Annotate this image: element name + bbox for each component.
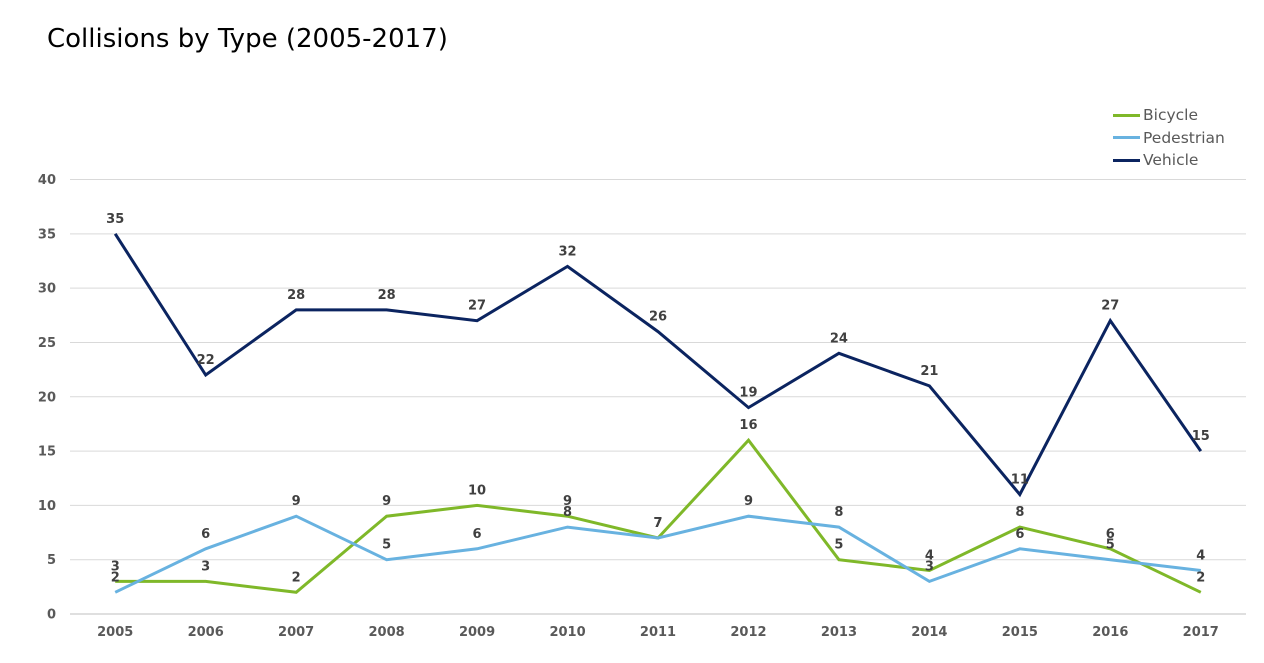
series-line-vehicle xyxy=(113,232,1203,498)
data-label-bicycle: 3 xyxy=(201,559,210,574)
legend-label: Bicycle xyxy=(1143,106,1198,125)
data-label-bicycle: 4 xyxy=(925,549,934,564)
data-label-bicycle: 16 xyxy=(739,418,757,433)
data-label-pedestrian: 9 xyxy=(292,494,301,509)
data-label-bicycle: 6 xyxy=(1106,527,1115,542)
data-label-vehicle: 24 xyxy=(830,331,848,346)
x-tick-label: 2013 xyxy=(821,625,857,640)
legend: Bicycle Pedestrian Vehicle xyxy=(1113,104,1225,172)
chart-title: Collisions by Type (2005-2017) xyxy=(47,24,448,54)
legend-label: Pedestrian xyxy=(1143,128,1225,147)
data-label-pedestrian: 6 xyxy=(201,527,210,542)
x-tick-label: 2009 xyxy=(459,625,495,640)
data-label-bicycle: 5 xyxy=(834,538,843,553)
data-label-pedestrian: 6 xyxy=(1015,527,1024,542)
y-axis: 0 5 10 15 20 25 30 35 40 xyxy=(38,173,56,623)
y-tick-label: 10 xyxy=(38,499,56,514)
data-label-vehicle: 19 xyxy=(739,386,757,401)
legend-item-vehicle: Vehicle xyxy=(1113,149,1225,172)
x-tick-label: 2017 xyxy=(1183,625,1219,640)
data-label-vehicle: 32 xyxy=(558,244,576,259)
series-line-pedestrian xyxy=(114,514,1201,594)
y-tick-label: 35 xyxy=(38,227,56,242)
data-label-pedestrian: 2 xyxy=(111,570,120,585)
legend-swatch xyxy=(1113,113,1140,117)
data-label-bicycle: 10 xyxy=(468,483,486,498)
data-label-pedestrian: 7 xyxy=(653,516,662,531)
legend-swatch xyxy=(1113,158,1140,162)
data-label-pedestrian: 5 xyxy=(1106,538,1115,553)
x-axis: 2005 2006 2007 2008 2009 2010 2011 2012 2013 2014… xyxy=(97,625,1219,640)
legend-label: Vehicle xyxy=(1143,151,1199,170)
data-label-bicycle: 9 xyxy=(382,494,391,509)
y-tick-label: 25 xyxy=(38,336,56,351)
data-label-pedestrian: 3 xyxy=(925,559,934,574)
data-label-bicycle: 2 xyxy=(292,570,301,585)
y-tick-label: 15 xyxy=(38,445,56,460)
y-tick-label: 30 xyxy=(38,282,56,297)
data-label-vehicle: 27 xyxy=(468,299,486,314)
x-tick-label: 2010 xyxy=(549,625,585,640)
data-label-vehicle: 28 xyxy=(287,288,305,303)
data-label-vehicle: 28 xyxy=(378,288,396,303)
x-tick-label: 2015 xyxy=(1002,625,1038,640)
data-label-pedestrian: 8 xyxy=(834,505,843,520)
x-tick-label: 2016 xyxy=(1092,625,1128,640)
y-tick-label: 5 xyxy=(47,553,56,568)
legend-swatch xyxy=(1113,136,1140,140)
series-lines xyxy=(113,232,1203,594)
y-tick-label: 0 xyxy=(47,608,56,623)
x-tick-label: 2014 xyxy=(911,625,947,640)
data-label-vehicle: 21 xyxy=(920,364,938,379)
data-label-vehicle: 27 xyxy=(1101,299,1119,314)
x-tick-label: 2008 xyxy=(369,625,405,640)
gridlines xyxy=(70,179,1246,615)
x-tick-label: 2007 xyxy=(278,625,314,640)
data-label-pedestrian: 8 xyxy=(563,505,572,520)
y-tick-label: 20 xyxy=(38,390,56,405)
data-label-bicycle: 8 xyxy=(1015,505,1024,520)
legend-item-bicycle: Bicycle xyxy=(1113,104,1225,127)
legend-item-pedestrian: Pedestrian xyxy=(1113,127,1225,150)
data-label-vehicle: 22 xyxy=(197,353,215,368)
data-label-bicycle: 2 xyxy=(1196,570,1205,585)
x-tick-label: 2012 xyxy=(730,625,766,640)
data-label-pedestrian: 5 xyxy=(382,538,391,553)
data-label-vehicle: 15 xyxy=(1192,429,1210,444)
x-tick-label: 2005 xyxy=(97,625,133,640)
data-label-bicycle: 3 xyxy=(111,559,120,574)
data-label-pedestrian: 9 xyxy=(744,494,753,509)
data-label-pedestrian: 6 xyxy=(473,527,482,542)
y-tick-label: 40 xyxy=(38,173,56,188)
data-label-vehicle: 11 xyxy=(1011,473,1029,488)
x-tick-label: 2011 xyxy=(640,625,676,640)
data-label-vehicle: 26 xyxy=(649,310,667,325)
data-label-vehicle: 35 xyxy=(106,212,124,227)
data-label-bicycle: 9 xyxy=(563,494,572,509)
x-tick-label: 2006 xyxy=(188,625,224,640)
data-label-bicycle: 7 xyxy=(653,516,662,531)
data-label-pedestrian: 4 xyxy=(1196,549,1205,564)
